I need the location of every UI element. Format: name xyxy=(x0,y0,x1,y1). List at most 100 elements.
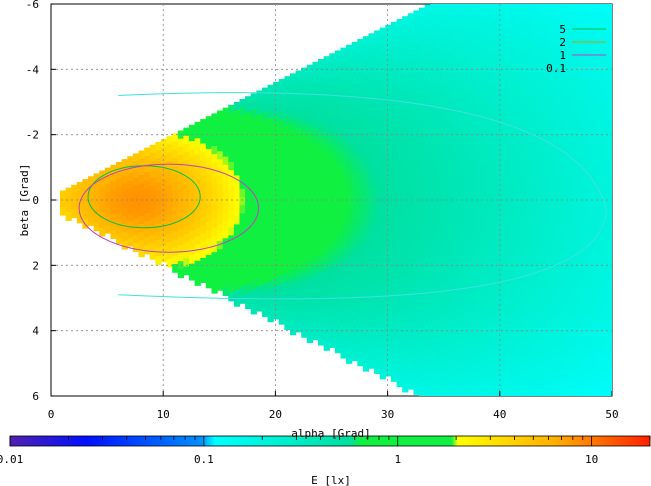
heatmap-cell xyxy=(121,232,128,242)
heatmap-cell xyxy=(463,262,471,272)
heatmap-cell xyxy=(480,319,487,328)
heatmap-cell xyxy=(301,116,308,126)
heatmap-cell xyxy=(289,122,297,132)
heatmap-cell xyxy=(407,62,415,72)
heatmap-cell xyxy=(362,330,370,339)
heatmap-cell xyxy=(211,227,218,237)
heatmap-cell xyxy=(548,97,555,106)
heatmap-cell xyxy=(565,423,571,432)
heatmap-cell xyxy=(99,211,106,221)
heatmap-cell xyxy=(497,261,504,271)
heatmap-cell xyxy=(609,261,612,271)
heatmap-cell xyxy=(306,236,314,246)
heatmap-cell xyxy=(261,267,269,277)
heatmap-cell xyxy=(374,365,381,375)
heatmap-cell xyxy=(581,259,588,269)
heatmap-cell xyxy=(205,148,213,158)
heatmap-cell xyxy=(559,50,566,60)
heatmap-cell xyxy=(396,370,403,379)
heatmap-cell xyxy=(396,27,403,36)
heatmap-cell xyxy=(463,344,471,353)
heatmap-cell xyxy=(228,112,235,122)
heatmap-cell xyxy=(138,158,145,168)
heatmap-cell xyxy=(564,382,572,392)
heatmap-cell xyxy=(430,336,437,346)
heatmap-cell xyxy=(374,177,381,187)
heatmap-cell xyxy=(542,393,549,396)
heatmap-cell xyxy=(592,98,600,108)
heatmap-cell xyxy=(497,212,504,222)
heatmap-cell xyxy=(295,282,302,292)
heatmap-cell xyxy=(407,86,415,96)
heatmap-cell xyxy=(424,364,431,373)
heatmap-cell xyxy=(536,315,544,324)
heatmap-cell xyxy=(385,179,392,189)
heatmap-cell xyxy=(491,52,499,61)
heatmap-cell xyxy=(435,129,443,139)
heatmap-cell xyxy=(503,356,510,366)
heatmap-cell xyxy=(604,190,611,200)
heatmap-cell xyxy=(486,365,493,375)
heatmap-cell xyxy=(379,329,386,339)
heatmap-cell xyxy=(463,188,471,198)
heatmap-cell xyxy=(155,223,162,233)
heatmap-cell xyxy=(514,375,521,385)
heatmap-cell xyxy=(508,272,515,281)
heatmap-cell xyxy=(323,244,330,253)
heatmap-cell xyxy=(553,77,560,87)
heatmap-cell xyxy=(531,72,538,82)
heatmap-cell xyxy=(419,105,426,115)
heatmap-cell xyxy=(576,156,583,165)
heatmap-cell xyxy=(565,399,571,408)
heatmap-cell xyxy=(368,106,375,116)
heatmap-cell xyxy=(329,61,336,71)
heatmap-cell xyxy=(189,190,196,199)
heatmap-cell xyxy=(480,212,487,222)
heatmap-cell xyxy=(564,96,572,106)
heatmap-cell xyxy=(587,28,594,37)
heatmap-cell xyxy=(536,372,544,382)
heatmap-cell xyxy=(609,4,612,10)
heatmap-cell xyxy=(559,140,566,150)
heatmap-cell xyxy=(318,255,325,264)
heatmap-cell xyxy=(598,38,605,48)
heatmap-cell xyxy=(435,276,443,286)
heatmap-cell xyxy=(435,358,443,368)
heatmap-cell xyxy=(576,172,583,182)
heatmap-cell xyxy=(526,411,532,420)
heatmap-cell xyxy=(346,52,353,62)
heatmap-cell xyxy=(480,49,487,59)
heatmap-cell xyxy=(233,257,241,266)
heatmap-cell xyxy=(463,156,471,165)
heatmap-cell xyxy=(435,186,443,196)
heatmap-cell xyxy=(407,54,415,63)
heatmap-cell xyxy=(452,153,459,163)
heatmap-cell xyxy=(346,77,353,87)
heatmap-cell xyxy=(340,47,347,57)
heatmap-cell xyxy=(525,353,532,363)
heatmap-cell xyxy=(93,222,100,232)
heatmap-cell xyxy=(458,224,465,234)
heatmap-cell xyxy=(581,308,588,318)
heatmap-cell xyxy=(340,72,347,81)
heatmap-cell xyxy=(430,10,437,19)
heatmap-cell xyxy=(592,172,600,181)
heatmap-cell xyxy=(503,226,510,235)
heatmap-cell xyxy=(508,68,515,77)
heatmap-cell xyxy=(407,45,415,55)
heatmap-cell xyxy=(469,226,476,236)
heatmap-cell xyxy=(570,257,577,266)
heatmap-cell xyxy=(497,326,504,336)
heatmap-cell xyxy=(250,264,257,274)
heatmap-cell xyxy=(368,221,375,230)
heatmap-cell xyxy=(458,85,465,95)
heatmap-cell xyxy=(172,198,179,208)
heatmap-cell xyxy=(413,255,420,265)
heatmap-cell xyxy=(525,100,532,110)
heatmap-cell xyxy=(469,14,476,24)
heatmap-cell xyxy=(486,299,493,309)
heatmap-cell xyxy=(525,239,532,248)
heatmap-cell xyxy=(256,221,263,230)
heatmap-cell xyxy=(200,233,207,243)
heatmap-cell xyxy=(256,90,263,100)
